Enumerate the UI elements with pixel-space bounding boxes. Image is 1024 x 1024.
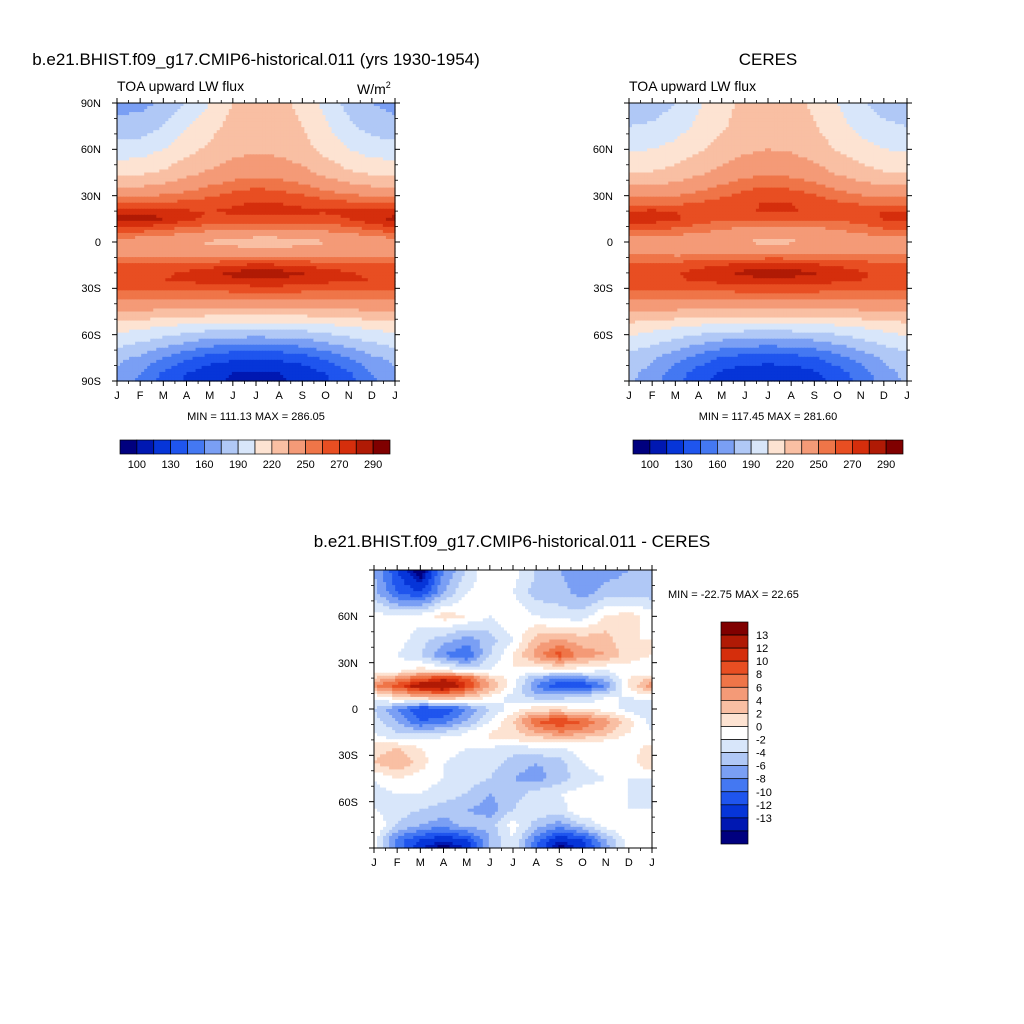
units-superscript: 2 <box>386 80 391 90</box>
figure-canvas: b.e21.BHIST.f09_g17.CMIP6-historical.011… <box>0 0 1024 1024</box>
panel-model-units: W/m2 <box>357 80 391 97</box>
panel-model-title: b.e21.BHIST.f09_g17.CMIP6-historical.011… <box>32 50 480 69</box>
panel-model-heatmap <box>117 103 396 382</box>
units-base: W/m <box>357 81 386 97</box>
panel-model: b.e21.BHIST.f09_g17.CMIP6-historical.011… <box>32 50 480 471</box>
panel-model-variable-label: TOA upward LW flux <box>117 78 244 94</box>
